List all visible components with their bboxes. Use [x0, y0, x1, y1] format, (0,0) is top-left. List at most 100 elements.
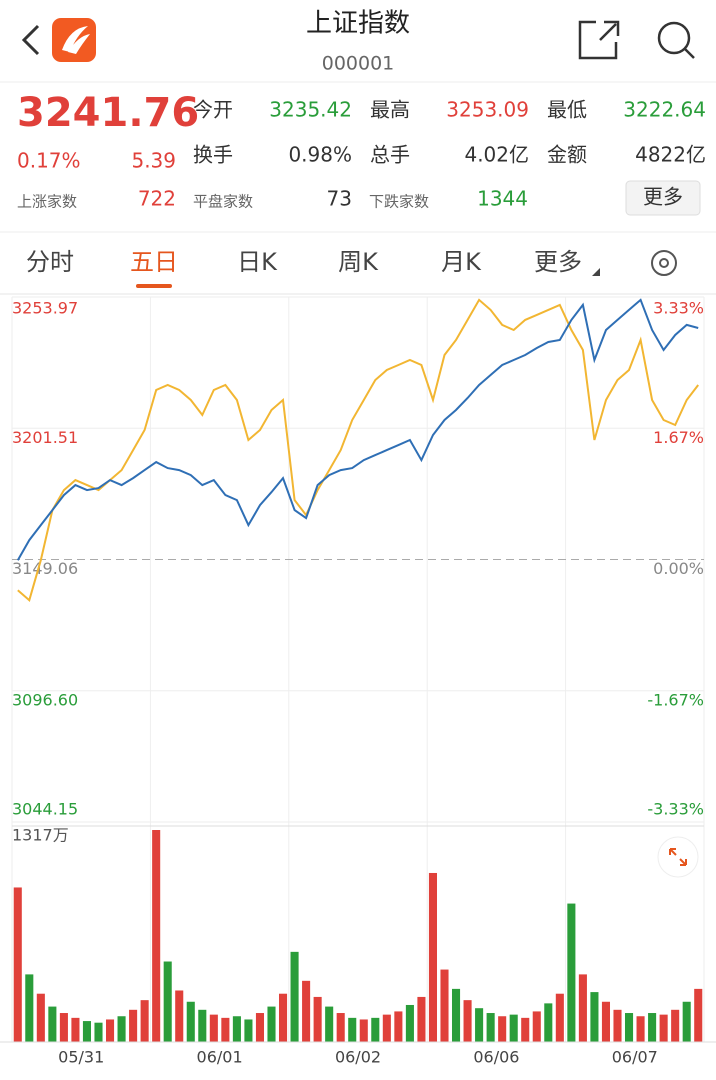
volume-bar [567, 903, 576, 1042]
volume-bar [71, 1017, 80, 1042]
tab[interactable]: 分时 [26, 248, 74, 276]
volume-bar [613, 1009, 622, 1042]
volume-bar [13, 887, 22, 1042]
volume-bar [486, 1013, 495, 1042]
breadth-value: 722 [138, 187, 176, 211]
volume-bar [405, 1004, 414, 1042]
volume-bar [475, 1008, 484, 1042]
expand-button[interactable] [657, 836, 699, 878]
stat-value: 3222.64 [623, 98, 706, 122]
more-label[interactable]: 更多 [643, 185, 683, 209]
volume-bar [624, 1013, 634, 1042]
change: 5.39 [131, 149, 176, 173]
volume-bar [521, 1017, 530, 1042]
volume-bar [394, 1011, 403, 1042]
x-tick-label: 06/01 [197, 1048, 243, 1067]
volume-bar [636, 1016, 645, 1042]
volume-bar [682, 1001, 691, 1042]
x-tick-label: 05/31 [58, 1048, 104, 1067]
back-button[interactable] [21, 24, 40, 56]
volume-bar [417, 996, 426, 1042]
more-button[interactable] [625, 180, 701, 216]
volume-bar [129, 1009, 138, 1042]
volume-bar [186, 1001, 195, 1042]
volume-bar [463, 1000, 472, 1042]
tab[interactable]: 更多 [534, 248, 582, 276]
stat-value: 4.02亿 [464, 143, 529, 167]
volume-bar [325, 1006, 334, 1042]
tab[interactable]: 日K [237, 248, 278, 276]
volume-bar [371, 1017, 380, 1042]
volume-bar [313, 996, 322, 1042]
volume-bar [555, 993, 564, 1042]
tab[interactable]: 月K [441, 248, 482, 276]
tab-underline [136, 284, 172, 288]
code: 000001 [322, 53, 395, 75]
volume-bar [694, 988, 703, 1042]
x-tick-label: 06/06 [473, 1048, 519, 1067]
volume-bar [648, 1013, 657, 1042]
volume-bar [140, 1000, 149, 1042]
price-line [17, 298, 699, 602]
y-tick-label: 3253.97 [12, 299, 78, 318]
volume-bar [221, 1017, 230, 1042]
volume-bar [578, 974, 587, 1042]
volume-bar [25, 974, 34, 1042]
share-button[interactable] [578, 20, 620, 60]
settings-button[interactable] [651, 250, 677, 276]
search-button[interactable] [657, 21, 695, 59]
tab[interactable]: 周K [338, 248, 379, 276]
volume-bar [498, 1016, 507, 1042]
breadth-label: 平盘家数 [193, 193, 253, 211]
x-tick-label: 06/02 [335, 1048, 381, 1067]
volume-bar [117, 1016, 126, 1042]
volume-bar [232, 1016, 241, 1042]
stat-label: 换手 [193, 143, 233, 167]
volume-bar [336, 1013, 345, 1042]
volume-bar [163, 961, 172, 1042]
breadth-value: 1344 [477, 187, 528, 211]
volume-bar [278, 993, 288, 1042]
expand-icon [669, 848, 687, 866]
y-tick-label: 3044.15 [12, 800, 78, 819]
stat-value: 3235.42 [269, 98, 352, 122]
y-tick-label: 3149.06 [12, 559, 78, 578]
volume-bar [152, 830, 161, 1042]
volume-bar [209, 1014, 218, 1042]
price: 3241.76 [17, 90, 199, 136]
stat-value: 0.98% [288, 143, 352, 167]
volume-bar [509, 1014, 518, 1042]
y2-tick-label: -3.33% [647, 800, 704, 819]
volume-bar [105, 1019, 115, 1042]
stat-label: 最低 [547, 98, 587, 122]
volume-bar [532, 1011, 541, 1042]
title: 上证指数 [306, 9, 410, 39]
stat-value: 3253.09 [446, 98, 529, 122]
logo-mark [62, 26, 90, 54]
stat-label: 最高 [370, 98, 410, 122]
y2-tick-label: -1.67% [647, 690, 704, 709]
stat-value: 4822亿 [635, 143, 706, 167]
y-tick-label: 3096.60 [12, 690, 78, 709]
volume-bar [198, 1009, 207, 1042]
volume-tick-label: 1317万 [12, 826, 69, 845]
breadth-value: 73 [327, 187, 352, 211]
tab[interactable]: 五日 [130, 248, 178, 276]
volume-bar [59, 1013, 68, 1042]
volume-bar [302, 980, 311, 1042]
stat-label: 金额 [547, 143, 587, 167]
volume-bar [601, 1001, 611, 1042]
volume-bar [94, 1022, 103, 1042]
stat-label: 今开 [193, 98, 233, 122]
volume-bar [382, 1014, 391, 1042]
volume-bar [671, 1009, 680, 1042]
volume-bar [590, 992, 599, 1042]
volume-bar [267, 1006, 276, 1042]
volume-bar [290, 951, 299, 1042]
y2-tick-label: 3.33% [653, 299, 704, 318]
y-tick-label: 3201.51 [12, 428, 78, 447]
volume-bar [48, 1006, 57, 1042]
y2-tick-label: 1.67% [653, 428, 704, 447]
volume-bar [255, 1013, 265, 1042]
